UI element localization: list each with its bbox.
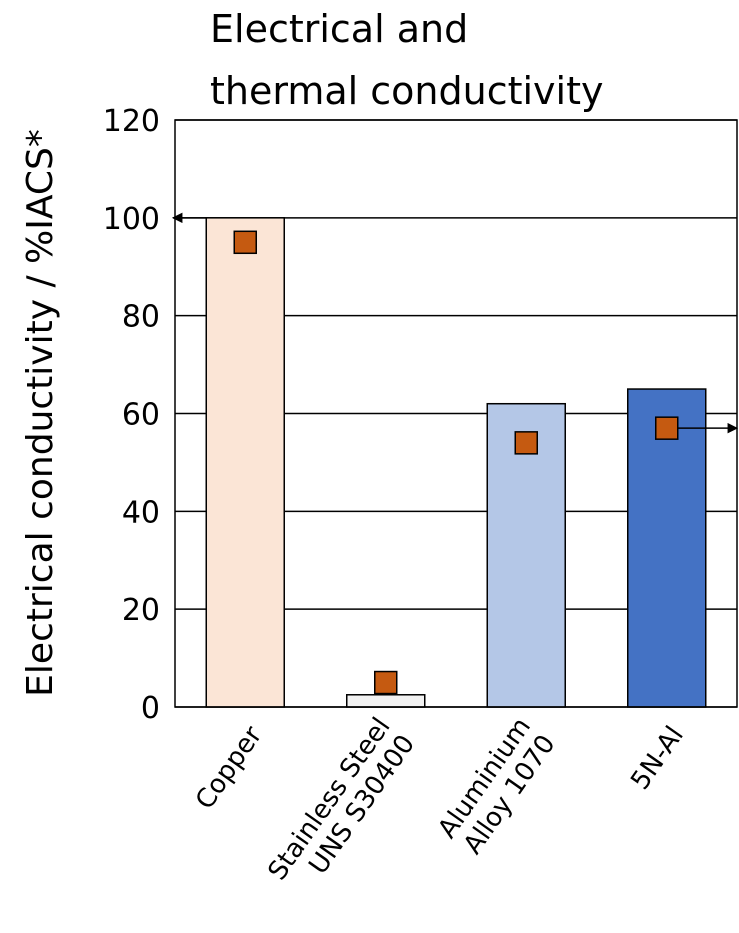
- category-label-line: 5N-Al: [625, 721, 690, 795]
- plot-area-frame: [174, 119, 738, 708]
- bar: [205, 217, 285, 708]
- thermal-marker: [655, 416, 679, 440]
- y-tick-label: 80: [122, 300, 160, 335]
- y-axis-label: Electrical conductivity / %IACS*: [20, 129, 61, 697]
- y-tick-label: 60: [122, 398, 160, 433]
- thermal-marker: [374, 670, 398, 695]
- y-tick-label: 100: [103, 202, 160, 237]
- category-label: 5N-Al: [625, 721, 690, 795]
- markers: [233, 230, 679, 695]
- y-tick-label: 40: [122, 495, 160, 530]
- bars: [205, 217, 707, 708]
- thermal-marker: [233, 230, 257, 255]
- category-label: Copper: [190, 721, 269, 815]
- bar: [346, 694, 426, 708]
- chart-title-line-2: thermal conductivity: [210, 69, 603, 113]
- bar: [627, 388, 707, 708]
- y-tick-label: 20: [122, 593, 160, 628]
- thermal-marker: [514, 431, 538, 455]
- chart-title-line-1: Electrical and: [210, 7, 468, 51]
- category-label-line: Copper: [190, 721, 269, 815]
- y-tick-label: 120: [103, 104, 160, 139]
- y-tick-label: 0: [141, 691, 160, 726]
- arrows: [171, 212, 739, 434]
- y-tick-labels: 0 20 40 60 80 100 120: [103, 104, 160, 726]
